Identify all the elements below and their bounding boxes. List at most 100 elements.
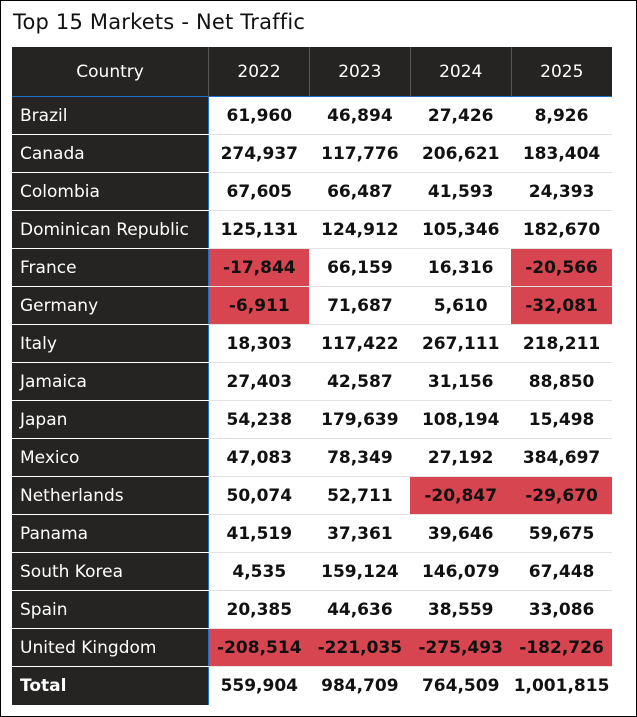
value-cell[interactable]: 39,646: [410, 514, 512, 553]
value-cell[interactable]: 78,349: [309, 438, 411, 477]
country-cell[interactable]: Panama: [12, 514, 210, 553]
column-header-year[interactable]: 2022: [208, 47, 310, 97]
value-cell[interactable]: 33,086: [511, 590, 612, 629]
value-cell[interactable]: 27,192: [410, 438, 512, 477]
value-cell[interactable]: 54,238: [208, 400, 310, 439]
table-row: Colombia 67,605 66,487 41,593 24,393: [12, 172, 612, 211]
value-cell[interactable]: 42,587: [309, 362, 411, 401]
header-row: Country 2022 2023 2024 2025: [12, 47, 612, 97]
country-cell[interactable]: Canada: [12, 134, 210, 173]
value-cell[interactable]: 4,535: [208, 552, 310, 591]
table-row: Italy 18,303 117,422 267,111 218,211: [12, 324, 612, 363]
value-cell[interactable]: 15,498: [511, 400, 612, 439]
country-cell[interactable]: South Korea: [12, 552, 210, 591]
value-cell[interactable]: -208,514: [208, 628, 310, 667]
country-cell[interactable]: Dominican Republic: [12, 210, 210, 249]
value-cell[interactable]: 66,487: [309, 172, 411, 211]
table-row: Spain 20,385 44,636 38,559 33,086: [12, 590, 612, 629]
value-cell[interactable]: -182,726: [511, 628, 612, 667]
table-row: Mexico 47,083 78,349 27,192 384,697: [12, 438, 612, 477]
value-cell[interactable]: 218,211: [511, 324, 612, 363]
value-cell[interactable]: 124,912: [309, 210, 411, 249]
matrix-body: Brazil 61,960 46,894 27,426 8,926 Canada 274,9…: [12, 96, 612, 667]
value-cell[interactable]: -221,035: [309, 628, 411, 667]
country-cell[interactable]: United Kingdom: [12, 628, 210, 667]
value-cell[interactable]: -17,844: [208, 248, 310, 287]
country-cell[interactable]: Italy: [12, 324, 210, 363]
value-cell[interactable]: 146,079: [410, 552, 512, 591]
total-row: Total 559,904 984,709 764,509 1,001,815: [12, 666, 612, 705]
value-cell[interactable]: 8,926: [511, 96, 612, 135]
table-row: Dominican Republic 125,131 124,912 105,346 1…: [12, 210, 612, 249]
value-cell[interactable]: 31,156: [410, 362, 512, 401]
table-row: Panama 41,519 37,361 39,646 59,675: [12, 514, 612, 553]
table-row: Netherlands 50,074 52,711 -20,847 -29,670: [12, 476, 612, 515]
country-cell[interactable]: Brazil: [12, 96, 210, 135]
total-cell: 984,709: [309, 666, 411, 705]
value-cell[interactable]: 182,670: [511, 210, 612, 249]
column-header-year[interactable]: 2025: [511, 47, 612, 97]
column-header-country[interactable]: Country: [12, 47, 210, 97]
value-cell[interactable]: 88,850: [511, 362, 612, 401]
value-cell[interactable]: 206,621: [410, 134, 512, 173]
value-cell[interactable]: 20,385: [208, 590, 310, 629]
total-cell: 1,001,815: [511, 666, 612, 705]
value-cell[interactable]: 47,083: [208, 438, 310, 477]
country-cell[interactable]: Japan: [12, 400, 210, 439]
value-cell[interactable]: 67,605: [208, 172, 310, 211]
value-cell[interactable]: 24,393: [511, 172, 612, 211]
value-cell[interactable]: 384,697: [511, 438, 612, 477]
value-cell[interactable]: 18,303: [208, 324, 310, 363]
value-cell[interactable]: 44,636: [309, 590, 411, 629]
value-cell[interactable]: 71,687: [309, 286, 411, 325]
value-cell[interactable]: 27,403: [208, 362, 310, 401]
table-row: France -17,844 66,159 16,316 -20,566: [12, 248, 612, 287]
value-cell[interactable]: 159,124: [309, 552, 411, 591]
value-cell[interactable]: -20,566: [511, 248, 612, 287]
value-cell[interactable]: 274,937: [208, 134, 310, 173]
value-cell[interactable]: 59,675: [511, 514, 612, 553]
total-cell: 559,904: [208, 666, 310, 705]
value-cell[interactable]: 267,111: [410, 324, 512, 363]
value-cell[interactable]: 125,131: [208, 210, 310, 249]
value-cell[interactable]: 37,361: [309, 514, 411, 553]
table-row: Canada 274,937 117,776 206,621 183,404: [12, 134, 612, 173]
value-cell[interactable]: -20,847: [410, 476, 512, 515]
value-cell[interactable]: 108,194: [410, 400, 512, 439]
value-cell[interactable]: 117,776: [309, 134, 411, 173]
country-cell[interactable]: Spain: [12, 590, 210, 629]
value-cell[interactable]: -6,911: [208, 286, 310, 325]
value-cell[interactable]: 27,426: [410, 96, 512, 135]
total-label: Total: [12, 666, 210, 705]
value-cell[interactable]: 41,593: [410, 172, 512, 211]
country-cell[interactable]: Netherlands: [12, 476, 210, 515]
value-cell[interactable]: 61,960: [208, 96, 310, 135]
value-cell[interactable]: 5,610: [410, 286, 512, 325]
value-cell[interactable]: 41,519: [208, 514, 310, 553]
value-cell[interactable]: 66,159: [309, 248, 411, 287]
country-cell[interactable]: Mexico: [12, 438, 210, 477]
value-cell[interactable]: 50,074: [208, 476, 310, 515]
value-cell[interactable]: 67,448: [511, 552, 612, 591]
country-cell[interactable]: Germany: [12, 286, 210, 325]
country-cell[interactable]: Colombia: [12, 172, 210, 211]
value-cell[interactable]: 38,559: [410, 590, 512, 629]
value-cell[interactable]: 117,422: [309, 324, 411, 363]
table-row: United Kingdom -208,514 -221,035 -275,493 -1…: [12, 628, 612, 667]
country-cell[interactable]: Jamaica: [12, 362, 210, 401]
column-header-year[interactable]: 2023: [309, 47, 411, 97]
value-cell[interactable]: 16,316: [410, 248, 512, 287]
value-cell[interactable]: -32,081: [511, 286, 612, 325]
value-cell[interactable]: 46,894: [309, 96, 411, 135]
table-row: Japan 54,238 179,639 108,194 15,498: [12, 400, 612, 439]
column-header-year[interactable]: 2024: [410, 47, 512, 97]
value-cell[interactable]: -29,670: [511, 476, 612, 515]
country-cell[interactable]: France: [12, 248, 210, 287]
value-cell[interactable]: 105,346: [410, 210, 512, 249]
value-cell[interactable]: 52,711: [309, 476, 411, 515]
table-row: South Korea 4,535 159,124 146,079 67,448: [12, 552, 612, 591]
value-cell[interactable]: 179,639: [309, 400, 411, 439]
value-cell[interactable]: 183,404: [511, 134, 612, 173]
value-cell[interactable]: -275,493: [410, 628, 512, 667]
